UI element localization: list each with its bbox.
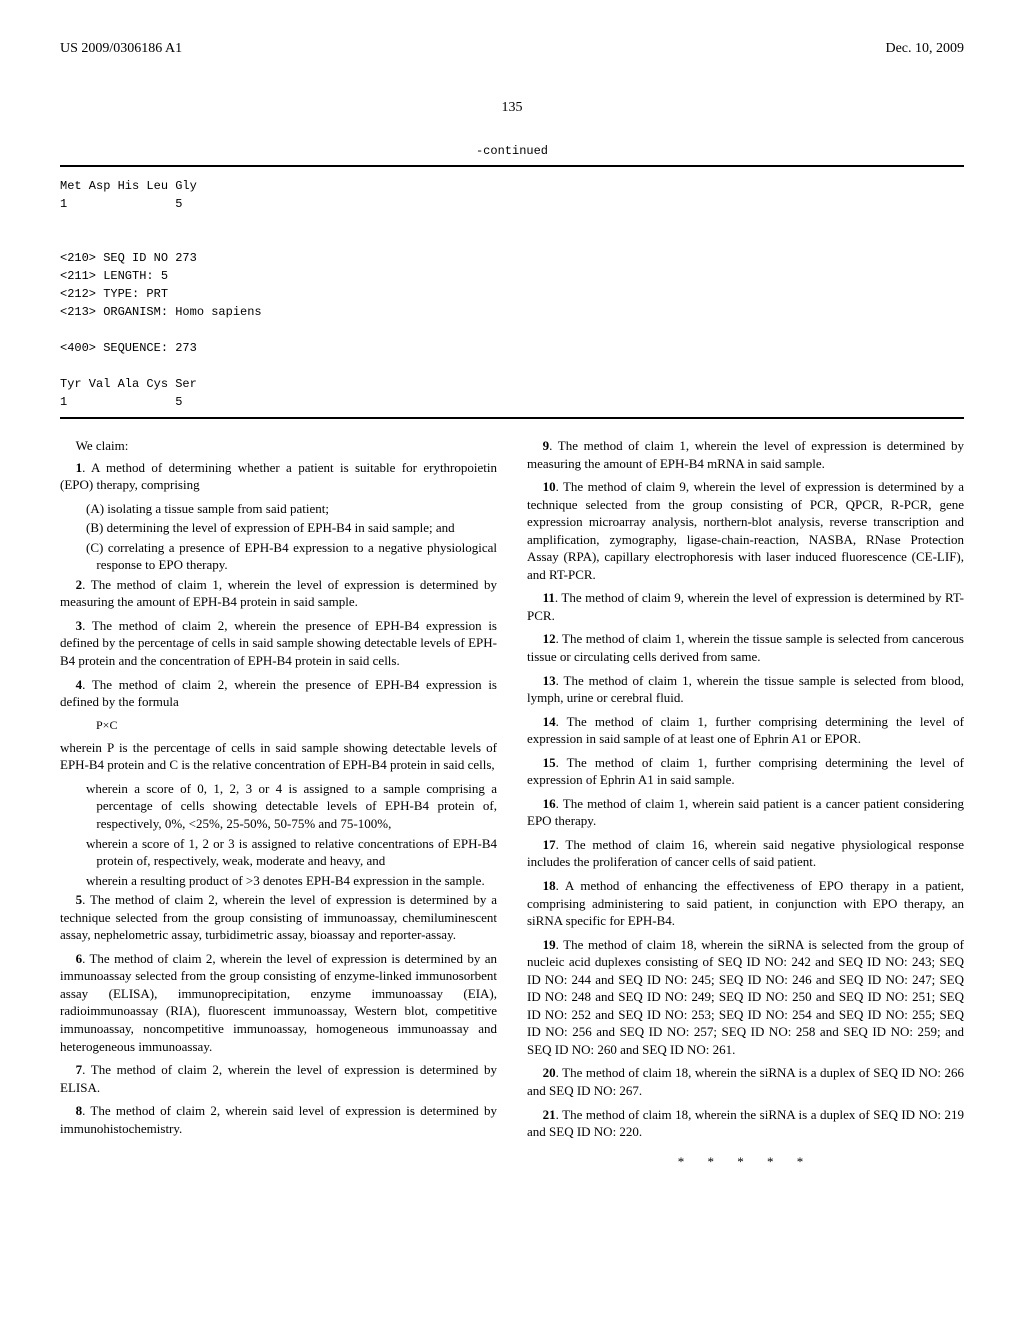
claim-1-sub: (C) correlating a presence of EPH-B4 exp… [86,539,497,574]
claim-18: 18. A method of enhancing the effectiven… [527,877,964,930]
claim-7: 7. The method of claim 2, wherein the le… [60,1061,497,1096]
claim-15: 15. The method of claim 1, further compr… [527,754,964,789]
page-header: US 2009/0306186 A1 Dec. 10, 2009 [60,40,964,59]
column-right: 9. The method of claim 1, wherein the le… [527,437,964,1170]
claim-12: 12. The method of claim 1, wherein the t… [527,630,964,665]
end-marks: * * * * * [527,1153,964,1171]
claim-3: 3. The method of claim 2, wherein the pr… [60,617,497,670]
claim-10: 10. The method of claim 9, wherein the l… [527,478,964,583]
continued-label: -continued [60,143,964,159]
we-claim-label: We claim: [60,437,497,455]
claim-8: 8. The method of claim 2, wherein said l… [60,1102,497,1137]
claim-5: 5. The method of claim 2, wherein the le… [60,891,497,944]
rule-bottom [60,417,964,419]
claim-14: 14. The method of claim 1, further compr… [527,713,964,748]
claim-11: 11. The method of claim 9, wherein the l… [527,589,964,624]
rule-top [60,165,964,167]
column-left: We claim: 1. A method of determining whe… [60,437,497,1170]
claim-16: 16. The method of claim 1, wherein said … [527,795,964,830]
claim-21: 21. The method of claim 18, wherein the … [527,1106,964,1141]
claim-6: 6. The method of claim 2, wherein the le… [60,950,497,1055]
claim-1-sub: (B) determining the level of expression … [86,519,497,537]
claim-4-tail: wherein P is the percentage of cells in … [60,739,497,774]
claim-9: 9. The method of claim 1, wherein the le… [527,437,964,472]
claim-20: 20. The method of claim 18, wherein the … [527,1064,964,1099]
claim-17: 17. The method of claim 16, wherein said… [527,836,964,871]
publication-date: Dec. 10, 2009 [885,40,964,59]
claim-13: 13. The method of claim 1, wherein the t… [527,672,964,707]
sequence-listing: Met Asp His Leu Gly 1 5 <210> SEQ ID NO … [60,177,964,411]
claim-4-sub: wherein a score of 1, 2 or 3 is assigned… [86,835,497,870]
claim-19: 19. The method of claim 18, wherein the … [527,936,964,1059]
formula: P×C [96,717,497,733]
claims-columns: We claim: 1. A method of determining whe… [60,437,964,1170]
claim-1: 1. A method of determining whether a pat… [60,459,497,494]
claim-4-sub: wherein a score of 0, 1, 2, 3 or 4 is as… [86,780,497,833]
claim-4-sub: wherein a resulting product of >3 denote… [86,872,497,890]
claim-4: 4. The method of claim 2, wherein the pr… [60,676,497,711]
page-number: 135 [60,99,964,118]
claim-1-sub: (A) isolating a tissue sample from said … [86,500,497,518]
claim-2: 2. The method of claim 1, wherein the le… [60,576,497,611]
publication-number: US 2009/0306186 A1 [60,40,182,59]
